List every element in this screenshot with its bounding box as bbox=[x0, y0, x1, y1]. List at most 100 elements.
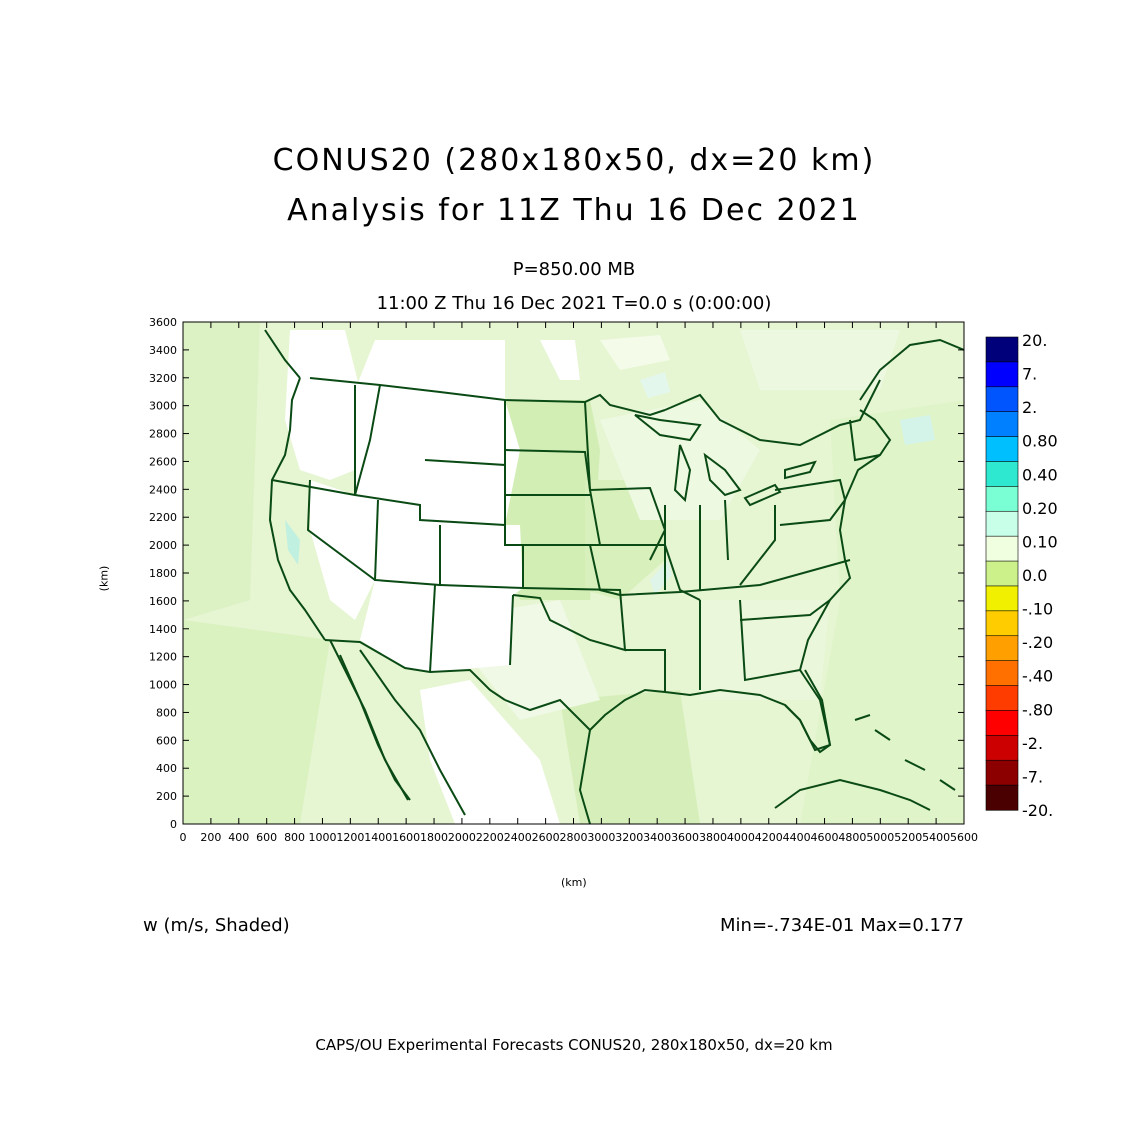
y-tick-label: 3000 bbox=[149, 400, 177, 413]
sc-ga-border bbox=[739, 599, 831, 621]
x-tick-label: 2200 bbox=[476, 831, 504, 844]
x-tick-label: 4400 bbox=[783, 831, 811, 844]
us-canada-border-east bbox=[664, 379, 881, 447]
az-nm-border bbox=[429, 584, 436, 673]
colorbar-swatch bbox=[985, 560, 1019, 587]
y-tick-label: 400 bbox=[156, 762, 177, 775]
lake-ontario bbox=[784, 460, 817, 480]
mexico-west-coast bbox=[359, 649, 466, 816]
colorbar-swatch bbox=[985, 585, 1019, 612]
y-tick-label: 3200 bbox=[149, 372, 177, 385]
colorbar-swatch bbox=[985, 510, 1019, 537]
colorbar-swatch bbox=[985, 461, 1019, 487]
id-mt bbox=[354, 384, 381, 496]
colorbar-swatch bbox=[985, 610, 1019, 637]
y-tick-label: 600 bbox=[156, 734, 177, 747]
x-tick-label: 1200 bbox=[336, 831, 364, 844]
x-tick-label: 400 bbox=[228, 831, 249, 844]
x-tick-label: 4800 bbox=[838, 831, 866, 844]
tn-nc-border bbox=[619, 559, 851, 596]
x-tick-label: 2000 bbox=[448, 831, 476, 844]
title-line-1: CONUS20 (280x180x50, dx=20 km) bbox=[272, 143, 876, 178]
lake-michigan bbox=[673, 444, 692, 503]
x-tick-label: 4000 bbox=[727, 831, 755, 844]
x-tick-label: 5000 bbox=[866, 831, 894, 844]
mo-border bbox=[590, 544, 701, 601]
x-tick-label: 5200 bbox=[894, 831, 922, 844]
colorbar-swatch bbox=[985, 361, 1019, 388]
x-tick-label: 2400 bbox=[504, 831, 532, 844]
x-tick-label: 5600 bbox=[950, 831, 978, 844]
y-tick-label: 2000 bbox=[149, 539, 177, 552]
midwest-borders bbox=[664, 499, 776, 590]
min-max-label: Min=-.734E-01 Max=0.177 bbox=[720, 915, 964, 936]
geographic-boundaries bbox=[264, 329, 964, 824]
field-label: w (m/s, Shaded) bbox=[143, 915, 290, 936]
x-tick-label: 200 bbox=[200, 831, 221, 844]
caribbean-islands bbox=[854, 714, 956, 791]
lake-superior bbox=[634, 414, 702, 442]
pressure-level: P=850.00 MB bbox=[512, 259, 636, 280]
x-tick-label: 3400 bbox=[643, 831, 671, 844]
or-nv-id-border bbox=[271, 479, 506, 526]
mn-ia-border bbox=[584, 401, 667, 561]
pa-ny-border bbox=[774, 478, 847, 526]
x-tick-label: 3200 bbox=[615, 831, 643, 844]
y-tick-label: 0 bbox=[170, 818, 177, 831]
x-axis-label: (km) bbox=[561, 876, 587, 889]
colorbar-swatch bbox=[985, 759, 1019, 786]
colorbar-label: -.20 bbox=[1022, 633, 1053, 652]
colorbar-label: 0.40 bbox=[1022, 465, 1058, 484]
colorbar-label: -20. bbox=[1022, 801, 1053, 820]
x-tick-label: 2600 bbox=[532, 831, 560, 844]
y-tick-label: 1400 bbox=[149, 623, 177, 636]
y-tick-label: 2800 bbox=[149, 428, 177, 441]
y-tick-label: 2600 bbox=[149, 455, 177, 468]
colorbar-swatch bbox=[985, 635, 1019, 662]
ca-nv-border bbox=[306, 479, 376, 581]
x-tick-label: 1800 bbox=[420, 831, 448, 844]
y-tick-label: 1000 bbox=[149, 679, 177, 692]
y-tick-label: 3400 bbox=[149, 344, 177, 357]
pacific-coast bbox=[268, 377, 326, 641]
y-tick-label: 1200 bbox=[149, 651, 177, 664]
dakotas-border bbox=[504, 449, 601, 546]
cuba-outline bbox=[774, 778, 931, 811]
colorbar-label: 20. bbox=[1022, 331, 1047, 350]
ut-border bbox=[373, 499, 441, 587]
x-tick-label: 4200 bbox=[755, 831, 783, 844]
x-tick-label: 600 bbox=[256, 831, 277, 844]
canada-coast bbox=[859, 338, 964, 401]
colorbar-swatch bbox=[985, 486, 1019, 512]
colorbar-swatch bbox=[985, 411, 1019, 438]
colorbar-label: -.80 bbox=[1022, 700, 1053, 719]
x-tick-label: 3800 bbox=[699, 831, 727, 844]
colorbar-label: -.10 bbox=[1022, 600, 1053, 619]
colorbar-label: 0.10 bbox=[1022, 532, 1058, 551]
ar-la-border bbox=[625, 649, 666, 692]
colorbar: 20. 7. 2. 0.80 0.40 0.20 0.10 0.0 -.10 -.20 -.40 -.… bbox=[985, 331, 1058, 820]
colorbar-label: 0.80 bbox=[1022, 432, 1058, 451]
colorbar-label: -7. bbox=[1022, 767, 1043, 786]
colorbar-swatch bbox=[985, 386, 1019, 413]
x-tick-label: 3000 bbox=[587, 831, 615, 844]
y-tick-label: 2200 bbox=[149, 511, 177, 524]
x-tick-label: 1000 bbox=[308, 831, 336, 844]
shaded-field bbox=[183, 322, 964, 824]
new-england-borders bbox=[849, 419, 881, 462]
y-axis-ticks: 0 200 400 600 800 1000 1200 1400 1600 1800 2000 220… bbox=[149, 316, 964, 831]
atlantic-coast bbox=[799, 409, 892, 671]
x-tick-label: 0 bbox=[180, 831, 187, 844]
nm-tx-border bbox=[509, 594, 514, 666]
colorbar-swatch bbox=[985, 436, 1019, 463]
colorbar-label: 0.0 bbox=[1022, 566, 1047, 585]
colorbar-swatch bbox=[985, 336, 1019, 363]
ok-border bbox=[512, 587, 627, 652]
valid-time: 11:00 Z Thu 16 Dec 2021 T=0.0 s (0:00:00… bbox=[376, 293, 772, 314]
x-tick-label: 1600 bbox=[392, 831, 420, 844]
colorbar-swatch bbox=[985, 784, 1019, 811]
y-tick-label: 200 bbox=[156, 790, 177, 803]
y-tick-label: 2400 bbox=[149, 483, 177, 496]
